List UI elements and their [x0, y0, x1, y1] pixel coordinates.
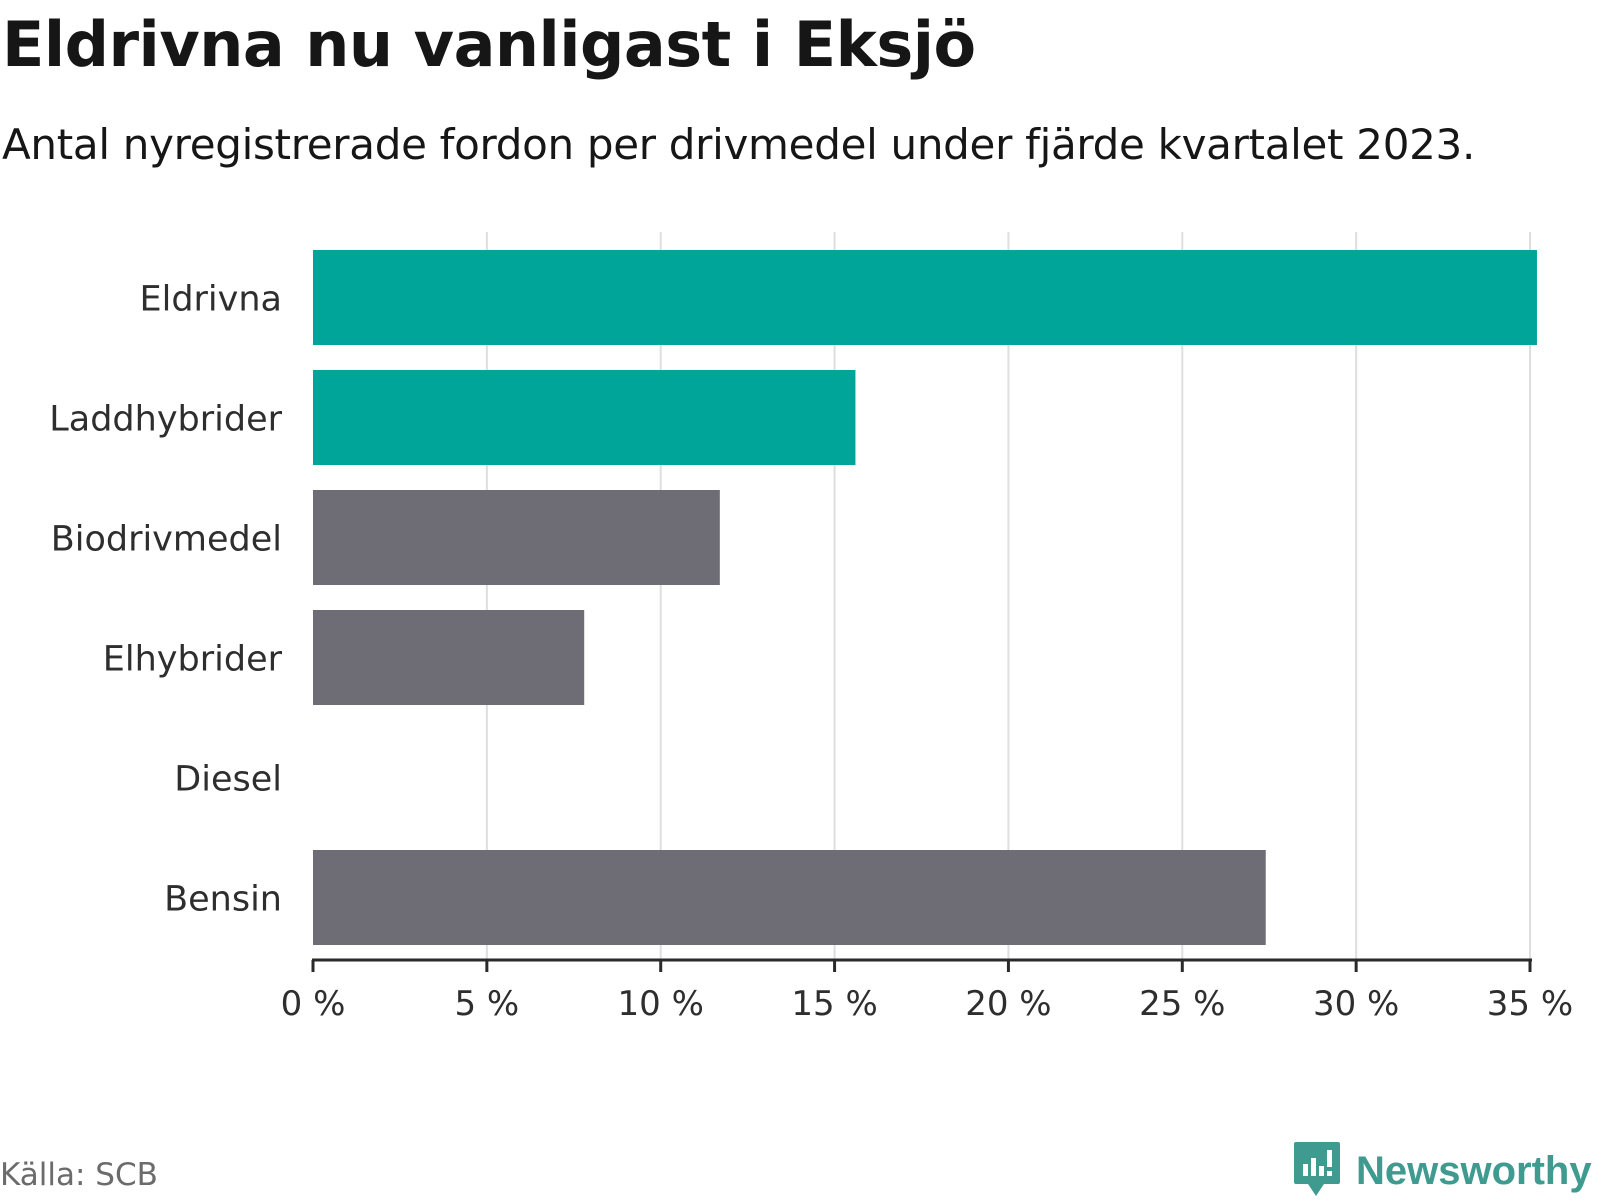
gridlines [485, 232, 1531, 960]
brand-logo: Newsworthy [1292, 1140, 1592, 1202]
category-label: Bensin [164, 880, 282, 920]
bar [313, 370, 856, 465]
bar [313, 610, 585, 705]
bar-chart: Eldrivna Laddhybrider Biodrivmedel Elhybrid… [49, 232, 1573, 1024]
newsworthy-logo-icon [1294, 1142, 1340, 1196]
bars [313, 250, 1537, 945]
bar [313, 850, 1266, 945]
category-label: Biodrivmedel [51, 520, 282, 560]
bar [313, 490, 720, 585]
category-label: Elhybrider [103, 640, 283, 680]
x-tick-label: 25 % [1139, 984, 1225, 1024]
source-note: Källa: SCB [0, 1157, 158, 1193]
category-label: Eldrivna [139, 280, 282, 320]
x-tick-label: 15 % [791, 984, 877, 1024]
x-tick-label: 5 % [454, 984, 519, 1024]
category-label: Laddhybrider [49, 400, 282, 440]
bar [313, 250, 1537, 345]
x-tick-label: 20 % [965, 984, 1051, 1024]
chart-title: Eldrivna nu vanligast i Eksjö [2, 8, 976, 81]
x-tick-label: 30 % [1313, 984, 1399, 1024]
x-tick-label: 0 % [281, 984, 346, 1024]
brand-name: Newsworthy [1356, 1148, 1592, 1193]
category-labels: Eldrivna Laddhybrider Biodrivmedel Elhybrid… [49, 280, 282, 920]
chart-subtitle: Antal nyregistrerade fordon per drivmede… [2, 120, 1476, 169]
x-axis: 0 % 5 % 10 % 15 % 20 % 25 % 30 % 35 % [281, 958, 1573, 1024]
x-tick-label: 35 % [1487, 984, 1573, 1024]
category-label: Diesel [174, 760, 282, 800]
x-tick-label: 10 % [618, 984, 704, 1024]
